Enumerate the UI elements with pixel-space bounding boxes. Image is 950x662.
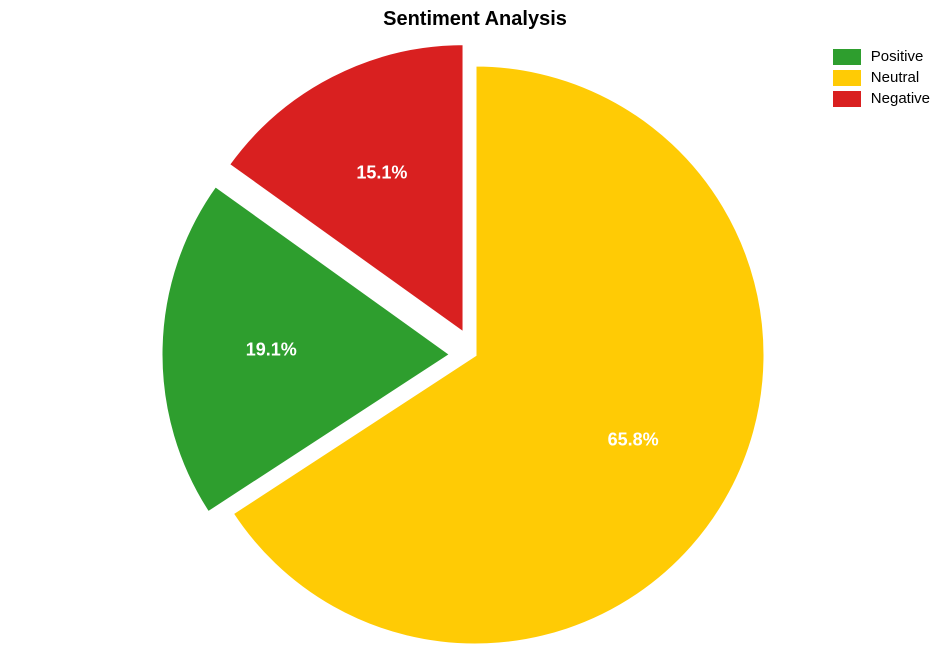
pie-slice-label-positive: 19.1% (246, 339, 297, 359)
pie-plot-area: 65.8% 19.1% 15.1% (0, 0, 950, 662)
legend-label: Negative (871, 90, 930, 107)
legend-item-neutral: Neutral (833, 69, 930, 86)
legend-swatch-positive (833, 49, 861, 65)
legend-item-positive: Positive (833, 48, 930, 65)
legend-swatch-neutral (833, 70, 861, 86)
legend-swatch-negative (833, 91, 861, 107)
sentiment-pie-chart: Sentiment Analysis 65.8%19.1%15.1% Posit… (0, 0, 950, 662)
legend: Positive Neutral Negative (833, 48, 930, 111)
pie-slice-label-negative: 15.1% (356, 162, 407, 182)
legend-label: Positive (871, 48, 924, 65)
pie-slice-label-neutral: 65.8% (608, 429, 659, 449)
legend-item-negative: Negative (833, 90, 930, 107)
legend-label: Neutral (871, 69, 919, 86)
